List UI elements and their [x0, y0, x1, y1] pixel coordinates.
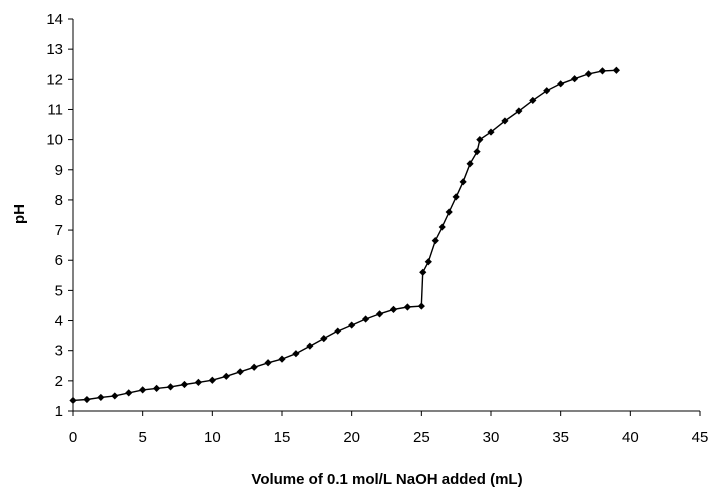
y-tick-label: 3 [55, 343, 63, 360]
data-point [476, 136, 484, 144]
y-tick-label: 9 [55, 162, 63, 179]
data-point [83, 395, 91, 404]
x-tick-label: 20 [343, 429, 360, 446]
data-point [278, 355, 286, 363]
series-line [72, 69, 617, 402]
y-tick-label: 6 [55, 252, 63, 269]
y-tick-label: 7 [55, 222, 63, 239]
x-tick-label: 15 [274, 429, 291, 446]
data-point [194, 378, 202, 386]
data-point [139, 386, 147, 394]
y-tick-label: 5 [55, 282, 63, 299]
data-point [362, 315, 370, 323]
data-point [584, 70, 593, 78]
x-tick-label: 40 [622, 429, 639, 446]
data-point [264, 359, 272, 367]
data-point [419, 268, 427, 276]
data-point [153, 384, 161, 392]
data-point [403, 303, 411, 311]
data-point [111, 392, 119, 400]
data-point [529, 96, 537, 105]
x-tick-label: 5 [138, 429, 146, 446]
data-point [292, 350, 300, 358]
data-point [473, 148, 481, 156]
x-tick-label: 35 [552, 429, 569, 446]
data-point [515, 107, 523, 115]
data-point [417, 302, 425, 310]
data-point [431, 237, 439, 245]
data-point [438, 223, 446, 231]
y-tick-label: 13 [46, 41, 63, 58]
y-tick-label: 2 [55, 373, 63, 390]
y-tick-label: 14 [46, 11, 63, 28]
data-point [69, 396, 77, 405]
data-point [97, 393, 105, 402]
data-point [452, 193, 460, 201]
data-point [320, 335, 328, 343]
y-tick-label: 12 [46, 71, 63, 88]
y-tick-label: 4 [55, 313, 63, 330]
data-point [445, 208, 453, 216]
x-tick-label: 0 [69, 429, 77, 446]
data-point [612, 66, 620, 74]
data-point [501, 117, 509, 125]
x-axis-title: Volume of 0.1 mol/L NaOH added (mL) [251, 471, 522, 488]
data-point [180, 380, 189, 389]
data-point [389, 305, 398, 313]
data-point [250, 363, 258, 371]
data-point [459, 178, 467, 186]
data-point [208, 376, 216, 384]
data-point [466, 160, 474, 168]
y-tick-label: 8 [55, 192, 63, 209]
data-point [222, 372, 230, 380]
data-point [543, 87, 551, 95]
y-tick-label: 11 [47, 101, 63, 118]
data-point [306, 342, 314, 350]
data-point [348, 321, 356, 329]
data-point [571, 75, 579, 83]
data-point [557, 80, 565, 88]
data-point [125, 389, 133, 397]
data-point [375, 310, 384, 318]
x-tick-label: 10 [204, 429, 221, 446]
data-point [334, 327, 342, 335]
y-tick-label: 1 [55, 403, 63, 420]
x-tick-label: 30 [483, 429, 500, 446]
y-tick-label: 10 [46, 132, 63, 149]
x-tick-label: 25 [413, 429, 430, 446]
y-axis-title: pH [11, 204, 28, 224]
data-point [166, 383, 175, 391]
data-point [424, 258, 432, 266]
data-point [487, 128, 495, 136]
data-point [598, 67, 607, 75]
data-point [236, 368, 244, 376]
x-tick-label: 45 [692, 429, 709, 446]
